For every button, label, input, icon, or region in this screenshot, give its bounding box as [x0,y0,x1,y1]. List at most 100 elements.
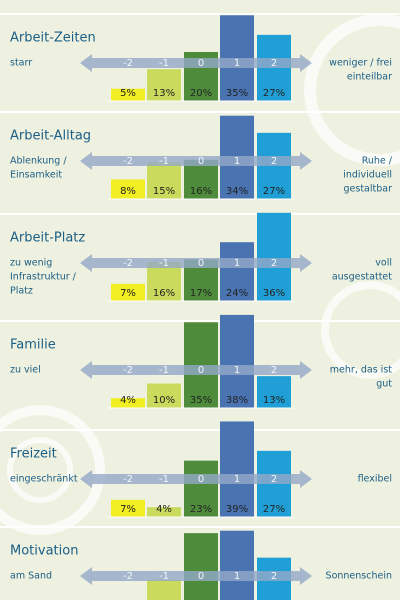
scale-arrow [80,54,312,72]
bar [111,283,145,301]
value-label: 8% [120,186,136,197]
value-label: 27% [263,186,285,197]
scale-label: -2 [123,571,133,582]
bar [220,314,254,408]
bar [257,376,291,408]
right-label: voll [375,258,392,269]
scale-arrow [80,567,312,585]
scale-label: -2 [123,365,133,376]
left-label: Ablenkung / [10,156,67,167]
value-label: 17% [190,288,212,299]
bar [220,421,254,517]
value-label: 24% [226,288,248,299]
bar [111,499,145,517]
right-label: Ruhe / [362,156,393,167]
section-title: Arbeit-Zeiten [10,31,96,46]
scale-label: 1 [234,258,240,269]
scale-label: 0 [198,474,204,485]
scale-label: 2 [271,156,277,167]
bar [184,159,218,199]
scale-label: -2 [123,474,133,485]
scale-label: -2 [123,258,133,269]
scale-label: 0 [198,258,204,269]
bar [220,242,254,301]
value-label: 16% [190,186,212,197]
value-label: 7% [120,288,136,299]
left-label: zu viel [10,365,41,376]
right-label: ausgestattet [332,272,392,283]
section-title: Arbeit-Platz [10,231,85,246]
value-label: 35% [226,88,248,99]
bar [111,179,145,199]
scale-label: 2 [271,58,277,69]
bar [147,162,181,199]
right-label: Sonnenschein [326,571,392,582]
value-label: 27% [263,504,285,515]
left-label: Einsamkeit [10,170,62,181]
scale-label: 2 [271,474,277,485]
value-label: 16% [153,288,175,299]
right-label: einteilbar [347,72,392,83]
scale-arrow [80,254,312,272]
scale-label: 0 [198,571,204,582]
bar [111,398,145,408]
scale-label: 1 [234,58,240,69]
bar [147,261,181,301]
scale-label: 1 [234,365,240,376]
scale-label: -1 [159,571,169,582]
value-label: 13% [153,88,175,99]
value-label: 38% [226,395,248,406]
bar [147,383,181,408]
section-title: Familie [10,338,56,353]
value-label: 27% [263,88,285,99]
scale-label: -1 [159,365,169,376]
value-label: 10% [153,395,175,406]
value-label: 15% [153,186,175,197]
right-label: flexibel [358,474,392,485]
section-title: Freizeit [10,447,57,462]
scale-label: -1 [159,258,169,269]
left-label: Infrastruktur / [10,272,77,283]
right-label: gut [376,379,392,390]
bar [147,69,181,101]
value-label: 23% [190,504,212,515]
left-label: am Sand [10,571,52,582]
scale-label: 1 [234,156,240,167]
value-label: 35% [190,395,212,406]
value-label: 4% [120,395,136,406]
scale-label: -2 [123,58,133,69]
scale-arrow [80,152,312,170]
section-title: Motivation [10,544,78,559]
right-label: individuell [343,170,392,181]
scale-label: 2 [271,365,277,376]
left-label: Platz [10,286,33,297]
bar [220,530,254,600]
scale-label: -1 [159,156,169,167]
scale-label: 2 [271,571,277,582]
value-label: 5% [120,88,136,99]
scale-label: -1 [159,58,169,69]
bar [184,533,218,600]
left-label: eingeschränkt [10,474,78,485]
value-label: 13% [263,395,285,406]
bar [111,88,145,101]
scale-arrow [80,361,312,379]
scale-label: 1 [234,474,240,485]
background-swirls [0,14,400,535]
left-label: zu wenig [10,258,52,269]
bar [257,212,291,301]
value-label: 7% [120,504,136,515]
right-label: weniger / frei [329,58,392,69]
scale-label: -1 [159,474,169,485]
bar [147,507,181,517]
scale-label: 1 [234,571,240,582]
value-label: 34% [226,186,248,197]
bar [184,460,218,517]
value-label: 20% [190,88,212,99]
scale-label: 0 [198,365,204,376]
bar [147,579,181,600]
scale-label: 0 [198,156,204,167]
section-title: Arbeit-Alltag [10,129,91,144]
